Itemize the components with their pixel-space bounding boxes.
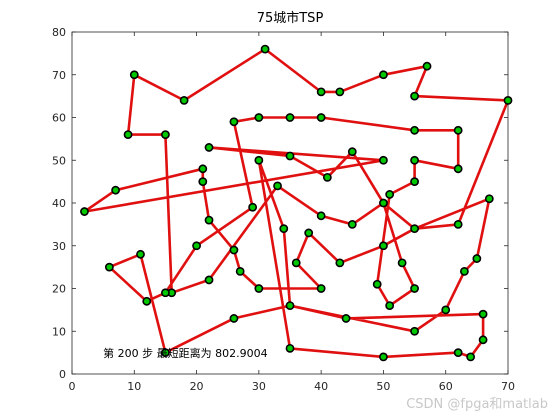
route-layer: [83, 47, 510, 359]
city-point: [204, 275, 214, 285]
city-points: [80, 44, 513, 362]
city-point: [453, 348, 463, 358]
city-point: [385, 301, 395, 310]
x-tick-label: 70: [501, 380, 515, 393]
city-point: [410, 326, 419, 336]
city-point: [372, 279, 382, 289]
city-point: [379, 241, 388, 251]
x-tick-label: 60: [439, 380, 453, 393]
y-tick-label: 30: [52, 240, 66, 253]
city-point: [254, 284, 264, 293]
city-point: [260, 44, 270, 54]
city-point: [204, 143, 214, 152]
city-point: [229, 314, 239, 323]
y-tick-label: 20: [52, 283, 66, 296]
city-point: [379, 70, 388, 80]
city-point: [161, 348, 170, 358]
city-point: [335, 258, 345, 268]
city-point: [291, 258, 301, 268]
city-point: [142, 296, 152, 306]
city-point: [123, 130, 133, 139]
city-point: [285, 151, 295, 161]
city-point: [279, 224, 289, 234]
watermark-text: CSDN @fpga和matlab: [406, 397, 548, 412]
city-point: [316, 284, 326, 293]
x-tick-label: 50: [376, 380, 390, 393]
city-point: [335, 87, 345, 97]
city-point: [235, 266, 245, 276]
city-point: [347, 219, 357, 229]
city-point: [136, 249, 145, 259]
city-point: [198, 164, 208, 174]
x-tick-label: 40: [314, 380, 328, 393]
city-point: [379, 198, 388, 208]
city-point: [379, 155, 388, 165]
city-point: [179, 96, 189, 105]
city-point: [341, 314, 351, 323]
x-tick-label: 30: [252, 380, 266, 393]
city-point: [379, 352, 388, 362]
city-point: [410, 224, 419, 234]
city-point: [229, 117, 239, 127]
city-point: [410, 91, 419, 101]
city-point: [104, 262, 114, 272]
city-point: [385, 190, 395, 199]
city-point: [229, 245, 239, 255]
city-point: [129, 70, 139, 80]
city-point: [347, 147, 357, 157]
city-point: [478, 309, 488, 319]
city-point: [204, 215, 214, 225]
city-point: [285, 113, 295, 122]
y-tick-label: 50: [52, 154, 66, 167]
x-tick-label: 20: [190, 380, 204, 393]
city-point: [478, 335, 488, 345]
city-point: [472, 254, 482, 263]
y-tick-label: 60: [52, 112, 66, 125]
y-tick-label: 10: [52, 325, 66, 338]
city-point: [254, 155, 264, 165]
y-tick-label: 70: [52, 69, 66, 82]
city-point: [410, 125, 419, 135]
x-tick-label: 10: [127, 380, 141, 393]
axes: 0 10 20 30 40 50 60 70 0 10 20 30 40 50 60 70 80: [52, 26, 515, 393]
city-point: [304, 228, 314, 238]
city-point: [422, 61, 432, 71]
city-point: [273, 181, 282, 191]
city-point: [198, 177, 208, 187]
city-point: [316, 87, 326, 97]
city-point: [410, 155, 419, 165]
city-point: [254, 113, 264, 122]
x-tick-label: 0: [69, 380, 76, 393]
city-point: [111, 185, 120, 195]
chart-title: 75城市TSP: [257, 10, 324, 26]
city-point: [453, 219, 463, 229]
city-point: [161, 130, 170, 139]
annotation-text: 第 200 步 最短距离为 802.9004: [103, 346, 267, 360]
city-point: [459, 266, 469, 276]
city-point: [503, 96, 513, 105]
city-point: [192, 241, 201, 251]
city-point: [248, 202, 258, 212]
city-point: [161, 288, 170, 298]
city-point: [316, 113, 326, 122]
city-point: [466, 352, 476, 362]
city-point: [397, 258, 407, 268]
y-tick-label: 80: [52, 26, 66, 39]
city-point: [285, 301, 295, 310]
tour-route-line: [83, 47, 510, 359]
city-point: [453, 125, 463, 135]
city-point: [410, 284, 419, 293]
city-point: [453, 164, 463, 174]
city-point: [484, 194, 494, 204]
y-tick-label: 0: [59, 368, 66, 381]
city-point: [285, 343, 295, 353]
city-point: [316, 211, 326, 221]
city-point: [441, 305, 451, 315]
y-tick-label: 40: [52, 197, 66, 210]
city-point: [410, 177, 419, 187]
city-point: [80, 207, 89, 216]
city-point: [322, 172, 332, 182]
